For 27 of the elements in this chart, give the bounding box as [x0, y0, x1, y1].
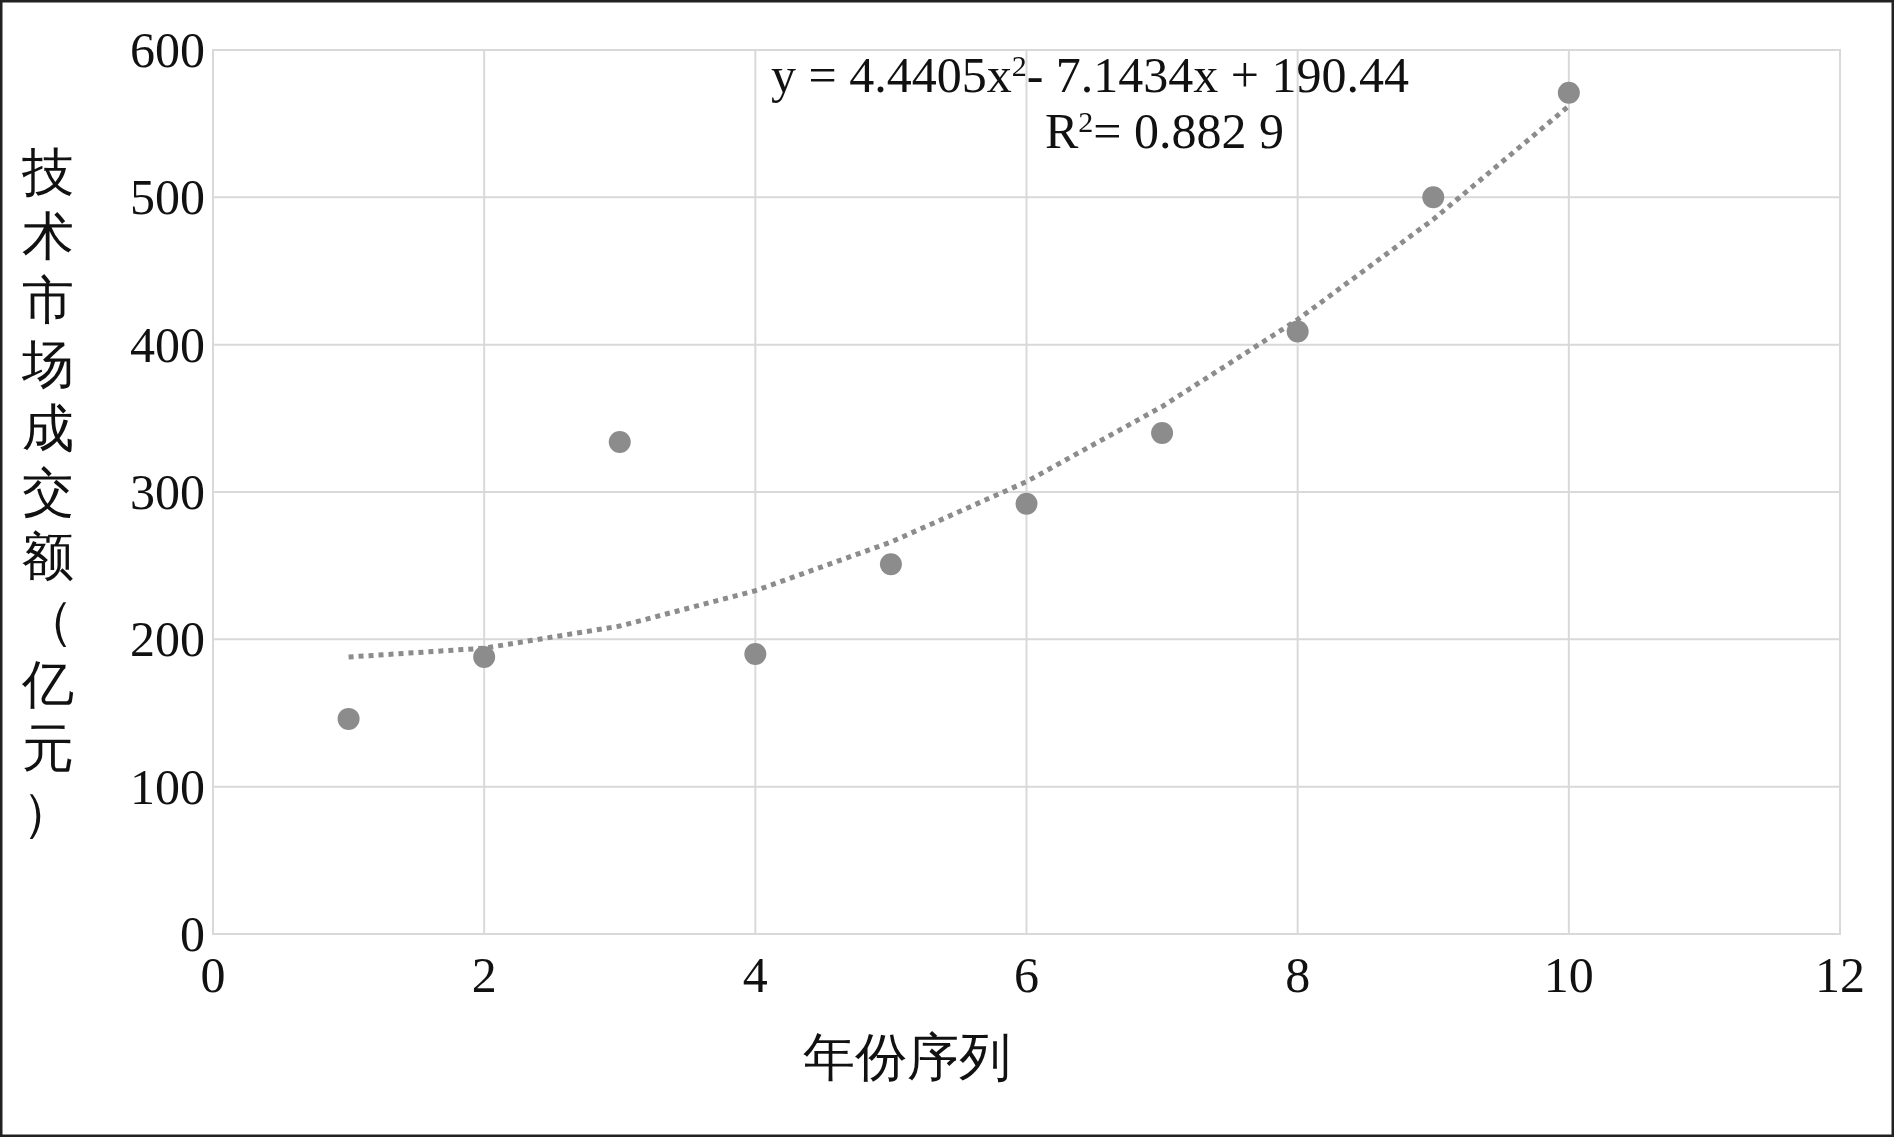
x-tick-label: 4 — [742, 947, 768, 1003]
text: 技术市场成交额（亿元） — [22, 144, 74, 841]
y-tick-label: 100 — [130, 758, 205, 815]
point — [1286, 320, 1309, 343]
point — [1151, 422, 1174, 445]
y-tick-label: 500 — [130, 169, 205, 226]
point — [744, 643, 767, 666]
point — [337, 707, 360, 730]
x-tick-label: 12 — [1815, 947, 1865, 1003]
point — [1015, 492, 1038, 515]
point — [608, 430, 631, 453]
point — [1557, 81, 1580, 104]
annotation: y = 4.4405x$^{2}$- 7.1434x + 190.44 — [770, 47, 1410, 103]
y-tick-label: 200 — [130, 611, 205, 668]
x-tick-label: 2 — [471, 947, 497, 1003]
point — [473, 646, 496, 669]
x-tick-label: 6 — [1014, 947, 1039, 1003]
x-tick-label: 8 — [1285, 947, 1311, 1003]
point — [1422, 186, 1445, 209]
annotation: R$^{2}$= 0.882 9 — [1045, 103, 1285, 159]
y-tick-label: 0 — [180, 906, 205, 962]
x-axis-title: 年份序列 — [802, 1029, 1011, 1086]
point — [879, 553, 902, 576]
y-tick-label: 300 — [130, 464, 205, 520]
y-tick-label: 600 — [130, 22, 205, 78]
y-tick-label: 400 — [130, 316, 205, 373]
x-tick-label: 10 — [1543, 947, 1594, 1003]
